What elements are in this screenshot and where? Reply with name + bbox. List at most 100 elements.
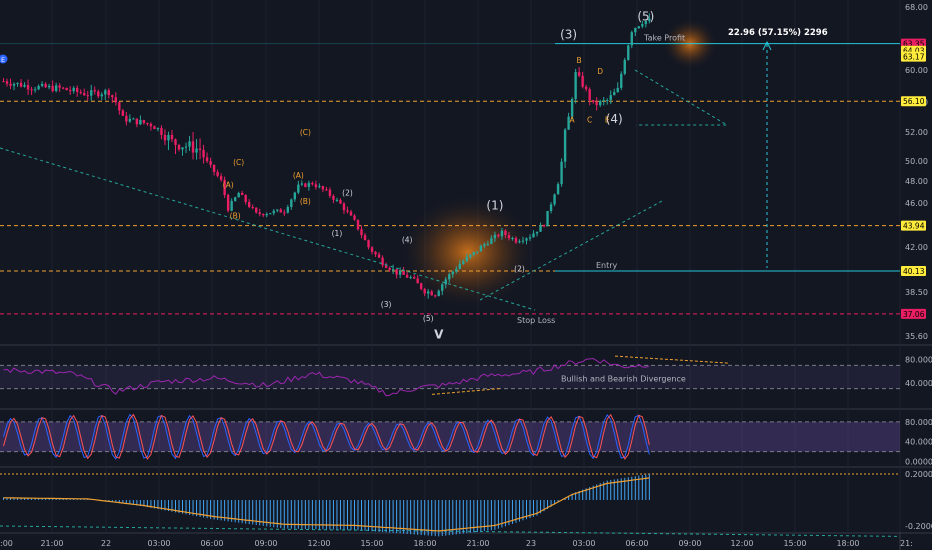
candle[interactable] bbox=[363, 232, 367, 241]
candle[interactable] bbox=[388, 266, 391, 272]
candle[interactable] bbox=[356, 219, 360, 231]
candle[interactable] bbox=[307, 180, 311, 191]
candle[interactable] bbox=[300, 180, 304, 187]
candle[interactable] bbox=[65, 87, 68, 91]
candle[interactable] bbox=[346, 206, 349, 214]
candle[interactable] bbox=[314, 180, 318, 190]
candle[interactable] bbox=[156, 127, 160, 132]
candle[interactable] bbox=[434, 294, 437, 298]
candle[interactable] bbox=[486, 240, 490, 246]
candle[interactable] bbox=[40, 81, 44, 88]
candle[interactable] bbox=[2, 77, 5, 83]
candle[interactable] bbox=[153, 125, 156, 130]
event-marker-icon[interactable] bbox=[0, 54, 8, 64]
candle[interactable] bbox=[553, 193, 556, 207]
candle[interactable] bbox=[248, 199, 251, 209]
macd-trendline[interactable] bbox=[0, 525, 901, 537]
candle[interactable] bbox=[233, 196, 237, 202]
candle[interactable] bbox=[23, 82, 26, 88]
candle[interactable] bbox=[419, 282, 423, 291]
candle[interactable] bbox=[181, 147, 184, 156]
candle[interactable] bbox=[332, 194, 335, 204]
candle[interactable] bbox=[170, 130, 174, 143]
candle[interactable] bbox=[58, 83, 61, 93]
candle[interactable] bbox=[588, 87, 591, 106]
candle[interactable] bbox=[349, 209, 353, 216]
candle[interactable] bbox=[79, 89, 82, 95]
candle[interactable] bbox=[325, 186, 328, 192]
candle[interactable] bbox=[620, 71, 623, 91]
candle[interactable] bbox=[648, 13, 651, 24]
candle[interactable] bbox=[613, 88, 616, 96]
candle[interactable] bbox=[416, 275, 419, 284]
candle[interactable] bbox=[623, 57, 626, 76]
candle[interactable] bbox=[374, 250, 377, 258]
candle[interactable] bbox=[174, 138, 177, 155]
trendline-ascending[interactable] bbox=[479, 200, 663, 301]
candle[interactable] bbox=[328, 187, 332, 199]
candle[interactable] bbox=[142, 119, 146, 125]
candle[interactable] bbox=[251, 204, 254, 210]
candle[interactable] bbox=[339, 198, 342, 204]
candle[interactable] bbox=[409, 275, 412, 280]
candle[interactable] bbox=[546, 210, 549, 227]
candle[interactable] bbox=[641, 20, 644, 29]
candle[interactable] bbox=[26, 79, 30, 95]
candle[interactable] bbox=[167, 131, 170, 151]
candle[interactable] bbox=[76, 85, 79, 97]
candle[interactable] bbox=[602, 96, 605, 106]
candle[interactable] bbox=[118, 101, 121, 115]
candle[interactable] bbox=[188, 135, 191, 151]
candle[interactable] bbox=[146, 122, 149, 126]
candle[interactable] bbox=[577, 67, 581, 78]
candle[interactable] bbox=[381, 255, 384, 268]
price-tag[interactable]: 37.06 bbox=[901, 308, 926, 319]
candle[interactable] bbox=[342, 202, 346, 214]
macd-signal-line[interactable] bbox=[3, 477, 650, 532]
candle[interactable] bbox=[132, 117, 135, 120]
candle[interactable] bbox=[630, 30, 633, 49]
candle[interactable] bbox=[377, 252, 381, 259]
candle[interactable] bbox=[195, 139, 198, 160]
candle[interactable] bbox=[469, 254, 472, 260]
candle[interactable] bbox=[255, 207, 258, 214]
candle[interactable] bbox=[283, 209, 286, 216]
candle[interactable] bbox=[149, 122, 153, 131]
candle[interactable] bbox=[574, 68, 577, 104]
candle[interactable] bbox=[479, 244, 483, 252]
candle[interactable] bbox=[581, 71, 584, 89]
candle[interactable] bbox=[240, 190, 244, 196]
candle[interactable] bbox=[609, 90, 612, 105]
candle[interactable] bbox=[279, 207, 282, 213]
price-tag[interactable]: 40.13 bbox=[901, 266, 926, 277]
candle[interactable] bbox=[427, 288, 430, 299]
candle[interactable] bbox=[290, 198, 293, 210]
candle[interactable] bbox=[493, 231, 497, 242]
candle[interactable] bbox=[430, 289, 433, 296]
candle[interactable] bbox=[599, 99, 602, 107]
candle[interactable] bbox=[532, 230, 535, 238]
candle[interactable] bbox=[476, 251, 479, 255]
candle[interactable] bbox=[455, 266, 458, 274]
candle[interactable] bbox=[437, 289, 440, 297]
candle[interactable] bbox=[139, 115, 142, 126]
candle[interactable] bbox=[518, 239, 521, 244]
candle[interactable] bbox=[72, 86, 75, 94]
candle[interactable] bbox=[19, 78, 23, 88]
candle[interactable] bbox=[556, 182, 560, 195]
candle[interactable] bbox=[335, 197, 339, 202]
candle[interactable] bbox=[93, 86, 96, 95]
candle[interactable] bbox=[293, 191, 297, 202]
candle[interactable] bbox=[163, 129, 167, 146]
candle[interactable] bbox=[398, 267, 402, 279]
candle[interactable] bbox=[262, 213, 265, 218]
candle[interactable] bbox=[606, 98, 609, 105]
candle[interactable] bbox=[297, 180, 300, 195]
candle[interactable] bbox=[30, 86, 33, 96]
candle[interactable] bbox=[507, 231, 511, 241]
candle[interactable] bbox=[402, 266, 405, 275]
candle[interactable] bbox=[191, 131, 195, 160]
candle[interactable] bbox=[584, 84, 588, 92]
candle[interactable] bbox=[83, 88, 86, 96]
